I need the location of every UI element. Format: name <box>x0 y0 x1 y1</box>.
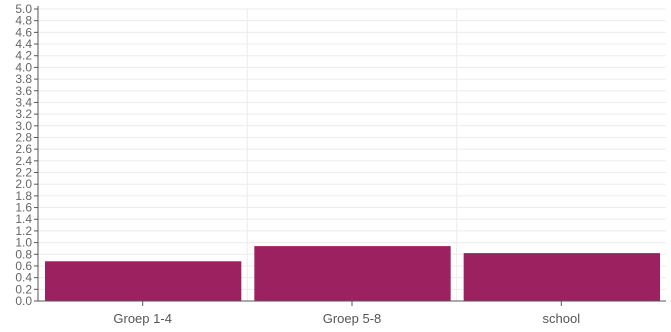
y-tick-label: 1.8 <box>15 189 32 203</box>
gridlines <box>38 8 666 301</box>
y-tick-label: 1.4 <box>15 212 32 226</box>
x-tick-labels: Groep 1-4 Groep 5-8 school <box>113 311 580 326</box>
y-tick-label: 0.6 <box>15 259 32 273</box>
x-tick-label: Groep 5-8 <box>323 311 382 326</box>
axes <box>34 6 666 306</box>
y-tick-label: 3.0 <box>15 119 32 133</box>
y-tick-label: 0.4 <box>15 271 32 285</box>
bars <box>45 246 660 301</box>
y-tick-labels: 0.00.20.40.60.81.01.21.41.61.82.02.22.42… <box>15 2 32 308</box>
y-tick-label: 0.2 <box>15 282 32 296</box>
y-tick-label: 4.2 <box>15 49 32 63</box>
y-tick-label: 3.8 <box>15 72 32 86</box>
y-tick-label: 4.6 <box>15 25 32 39</box>
y-tick-label: 2.8 <box>15 130 32 144</box>
y-tick-label: 4.0 <box>15 60 32 74</box>
y-tick-label: 0.0 <box>15 294 32 308</box>
y-tick-label: 2.0 <box>15 177 32 191</box>
x-tick-label: school <box>543 311 581 326</box>
bar-groep-1-4[interactable] <box>45 261 242 301</box>
y-tick-label: 1.2 <box>15 224 32 238</box>
y-tick-label: 4.4 <box>15 37 32 51</box>
y-tick-label: 2.6 <box>15 142 32 156</box>
y-tick-label: 2.2 <box>15 166 32 180</box>
y-tick-label: 5.0 <box>15 2 32 16</box>
y-tick-label: 3.4 <box>15 95 32 109</box>
y-tick-label: 3.6 <box>15 84 32 98</box>
y-tick-label: 1.0 <box>15 236 32 250</box>
y-tick-label: 2.4 <box>15 154 32 168</box>
y-tick-label: 4.8 <box>15 14 32 28</box>
y-tick-label: 3.2 <box>15 107 32 121</box>
x-tick-label: Groep 1-4 <box>113 311 172 326</box>
y-tick-label: 1.6 <box>15 201 32 215</box>
y-tick-label: 0.8 <box>15 247 32 261</box>
bar-groep-5-8[interactable] <box>254 246 451 301</box>
bar-school[interactable] <box>463 253 660 301</box>
